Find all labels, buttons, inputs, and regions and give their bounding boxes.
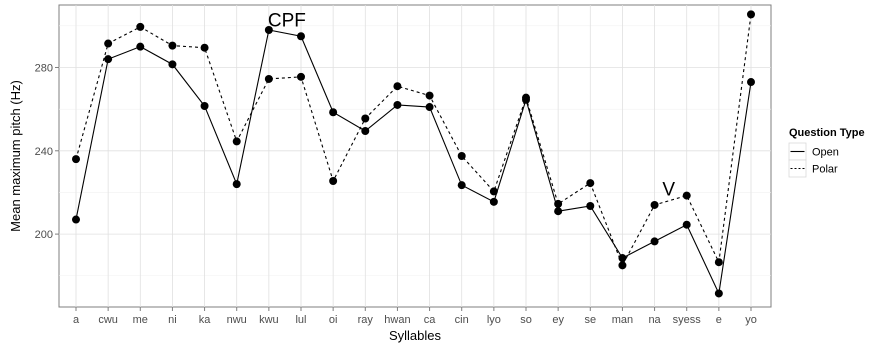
x-tick-label: me bbox=[133, 314, 148, 326]
x-axis-title: Syllables bbox=[389, 328, 442, 343]
data-point-open bbox=[747, 78, 755, 87]
data-point-open bbox=[361, 127, 370, 136]
y-ticks: 200 240 280 bbox=[35, 62, 59, 241]
data-point-polar bbox=[361, 114, 370, 123]
plot-panel bbox=[58, 4, 772, 308]
x-tick-label: ey bbox=[552, 314, 564, 326]
series-line-open bbox=[75, 29, 752, 296]
legend-label-polar: Polar bbox=[812, 164, 838, 176]
data-point-polar bbox=[714, 258, 723, 267]
data-point-open bbox=[489, 197, 498, 206]
data-point-open bbox=[554, 207, 563, 216]
x-tick-label: ka bbox=[199, 314, 212, 326]
data-point-polar bbox=[682, 191, 691, 200]
x-tick-label: na bbox=[648, 314, 661, 326]
data-point-open bbox=[714, 289, 723, 298]
y-tick-label: 200 bbox=[35, 229, 53, 241]
grid bbox=[59, 5, 771, 307]
x-tick-label: ni bbox=[168, 314, 177, 326]
x-tick-label: ca bbox=[424, 314, 437, 326]
x-tick-label: hwan bbox=[384, 314, 410, 326]
x-tick-label: se bbox=[584, 314, 596, 326]
data-point-open bbox=[586, 201, 595, 210]
legend: Question Type Open Polar bbox=[788, 127, 865, 178]
data-point-open bbox=[425, 103, 434, 112]
data-point-polar bbox=[104, 39, 113, 48]
x-ticks: a cwu me ni ka nwu kwu lul oi ray hwan ca cin lyo so ey… bbox=[73, 307, 757, 326]
data-point-open bbox=[618, 254, 627, 263]
data-point-open bbox=[264, 25, 273, 34]
data-point-polar bbox=[264, 74, 273, 83]
x-tick-label: oi bbox=[329, 314, 338, 326]
data-point-polar bbox=[393, 82, 402, 91]
y-tick-label: 240 bbox=[35, 146, 53, 158]
x-tick-label: nwu bbox=[227, 314, 247, 326]
x-tick-label: kwu bbox=[259, 314, 279, 326]
data-point-open bbox=[104, 55, 113, 64]
data-point-polar bbox=[168, 41, 177, 50]
annotation-v: V bbox=[662, 179, 675, 200]
x-tick-label: syess bbox=[673, 314, 702, 326]
data-point-open bbox=[457, 181, 466, 190]
data-point-polar bbox=[554, 199, 563, 208]
x-tick-label: cin bbox=[455, 314, 469, 326]
annotations: CPF V bbox=[268, 11, 676, 201]
data-point-open bbox=[393, 100, 402, 109]
x-tick-label: lul bbox=[295, 314, 306, 326]
x-tick-label: e bbox=[716, 314, 722, 326]
data-point-polar bbox=[650, 200, 659, 209]
data-point-polar bbox=[747, 10, 755, 19]
data-point-open bbox=[168, 60, 177, 69]
data-point-polar bbox=[297, 72, 305, 81]
data-point-polar bbox=[425, 91, 434, 100]
series-lines bbox=[75, 14, 752, 296]
data-point-polar bbox=[232, 137, 241, 146]
data-point-polar bbox=[489, 187, 498, 196]
x-tick-label: ray bbox=[358, 314, 374, 326]
data-point-polar bbox=[586, 179, 595, 188]
data-point-open bbox=[329, 108, 338, 117]
x-tick-label: cwu bbox=[98, 314, 118, 326]
x-tick-label: lyo bbox=[487, 314, 501, 326]
data-point-open bbox=[682, 220, 691, 229]
data-point-polar bbox=[522, 93, 530, 102]
series-line-polar bbox=[75, 14, 752, 267]
data-point-polar bbox=[457, 152, 466, 160]
legend-label-open: Open bbox=[812, 147, 839, 159]
data-point-open bbox=[200, 102, 209, 111]
y-tick-label: 280 bbox=[35, 62, 53, 74]
y-axis-title: Mean maximum pitch (Hz) bbox=[8, 80, 23, 232]
x-tick-label: yo bbox=[745, 314, 757, 326]
data-point-polar bbox=[329, 176, 338, 185]
data-point-polar bbox=[200, 43, 209, 52]
legend-title: Question Type bbox=[789, 127, 865, 139]
x-tick-label: a bbox=[73, 314, 80, 326]
annotation-cpf: CPF bbox=[268, 11, 306, 32]
data-point-open bbox=[232, 180, 241, 189]
data-point-polar bbox=[72, 155, 80, 164]
data-point-open bbox=[650, 237, 659, 246]
data-point-polar bbox=[136, 22, 145, 31]
x-tick-label: man bbox=[612, 314, 633, 326]
data-point-open bbox=[72, 215, 80, 224]
data-point-open bbox=[297, 32, 305, 41]
legend-key-box bbox=[788, 159, 807, 178]
data-point-polar bbox=[618, 261, 627, 270]
data-points bbox=[72, 10, 755, 298]
x-tick-label: so bbox=[520, 314, 532, 326]
data-point-open bbox=[136, 42, 145, 51]
